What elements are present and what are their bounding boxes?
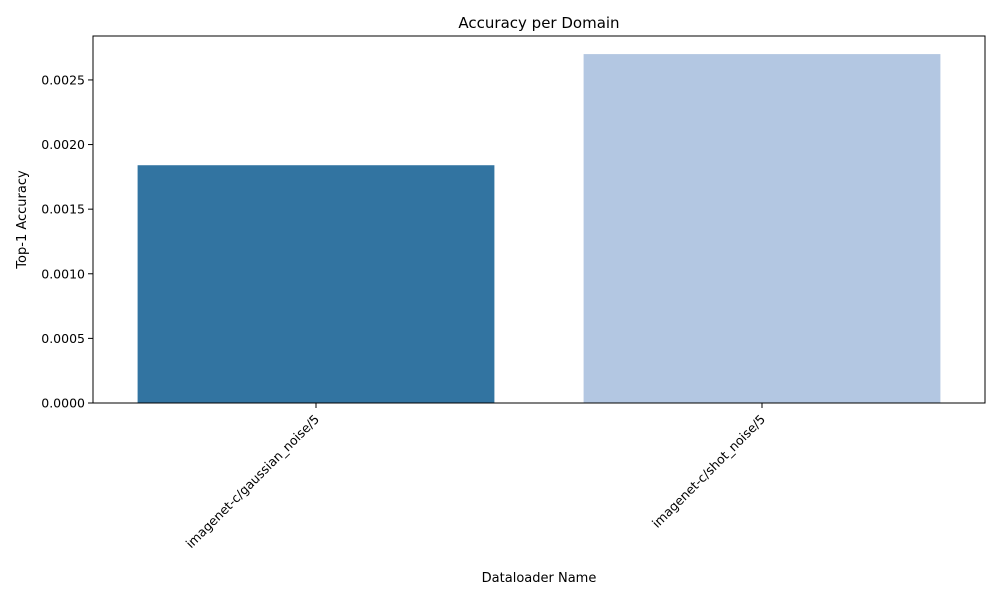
- y-tick-label-3: 0.0010: [41, 266, 85, 281]
- bar-1: [137, 165, 495, 403]
- x-axis-label: Dataloader Name: [482, 571, 597, 586]
- y-tick-label-1: 0.0000: [41, 396, 85, 411]
- chart-title: Accuracy per Domain: [458, 14, 619, 32]
- y-tick-label-5: 0.0020: [41, 137, 85, 152]
- bars: [137, 54, 941, 403]
- plot-frame: [92, 35, 986, 404]
- y-axis: 0.0000 0.0005 0.0010 0.0015 0.0020 0.0025: [41, 72, 93, 411]
- x-axis: imagenet-c/gaussian_noise/5 imagenet-c/sh…: [183, 403, 768, 552]
- x-tick-label-1: imagenet-c/gaussian_noise/5: [183, 412, 323, 552]
- y-tick-label-4: 0.0015: [41, 202, 85, 217]
- y-tick-label-2: 0.0005: [41, 331, 85, 346]
- bar-2: [583, 54, 941, 403]
- y-axis-label: Top-1 Accuracy: [15, 170, 30, 270]
- y-tick-label-6: 0.0025: [41, 72, 85, 87]
- x-tick-label-2: imagenet-c/shot_noise/5: [649, 412, 768, 531]
